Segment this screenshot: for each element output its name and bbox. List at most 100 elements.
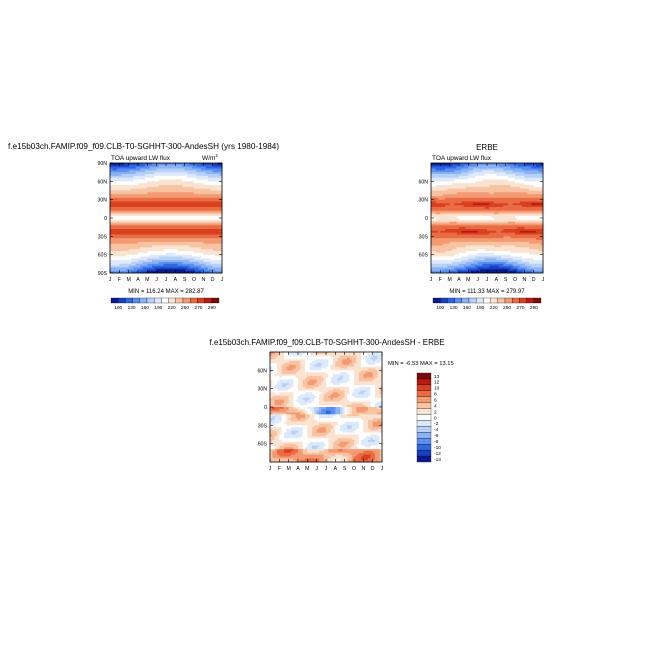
field-cell xyxy=(156,225,160,228)
field-cell xyxy=(203,185,207,188)
field-cell xyxy=(163,247,167,250)
field-cell xyxy=(119,251,123,254)
field-cell xyxy=(201,238,204,241)
field-cell xyxy=(210,188,214,191)
field-cell xyxy=(135,251,139,254)
y-tick-label: 90S xyxy=(98,271,108,277)
field-cell xyxy=(189,172,193,175)
field-cell xyxy=(117,245,120,248)
field-cell xyxy=(205,212,209,215)
field-cell xyxy=(208,240,211,243)
field-cell xyxy=(184,230,188,234)
field-cell xyxy=(177,247,181,250)
field-cell xyxy=(173,219,176,223)
field-cell xyxy=(133,230,137,234)
field-cell xyxy=(114,196,118,199)
field-cell xyxy=(210,207,214,210)
y-tick-label: 30N xyxy=(97,198,107,204)
field-cell xyxy=(147,168,151,171)
field-cell xyxy=(154,214,158,217)
field-cell xyxy=(140,203,144,206)
field-cell xyxy=(110,223,113,226)
field-cell xyxy=(128,243,132,246)
field-cell xyxy=(212,207,216,210)
field-cell xyxy=(187,230,190,234)
field-cell xyxy=(166,241,169,245)
field-cell xyxy=(133,212,137,215)
field-cell xyxy=(138,179,141,182)
field-cell xyxy=(184,258,188,261)
field-cell xyxy=(114,203,118,206)
x-tick-label: F xyxy=(118,277,121,283)
field-cell xyxy=(175,227,179,230)
field-cell xyxy=(124,245,127,248)
field-cell xyxy=(196,252,200,256)
field-cell xyxy=(131,192,134,195)
field-cell xyxy=(182,192,186,195)
field-cell xyxy=(175,218,179,221)
field-cell xyxy=(177,223,181,226)
field-cell xyxy=(166,227,169,230)
field-cell xyxy=(208,190,211,193)
field-cell xyxy=(173,207,176,210)
field-cell xyxy=(156,203,160,206)
field-cell xyxy=(117,164,120,168)
field-cell xyxy=(198,238,202,241)
field-cell xyxy=(196,256,200,259)
field-cell xyxy=(161,164,165,168)
field-cell xyxy=(168,166,172,169)
field-cell xyxy=(161,236,165,239)
field-cell xyxy=(156,260,160,263)
field-cell xyxy=(210,174,214,177)
field-cell xyxy=(210,205,214,208)
field-cell xyxy=(149,225,153,228)
field-cell xyxy=(166,186,169,190)
field-cell xyxy=(173,174,176,177)
field-cell xyxy=(152,236,155,239)
field-cell xyxy=(159,223,162,226)
field-cell xyxy=(119,229,123,232)
field-cell xyxy=(114,181,118,184)
field-cell xyxy=(212,183,216,186)
field-cell xyxy=(219,196,223,199)
field-cell xyxy=(196,254,200,257)
field-cell xyxy=(156,174,160,177)
field-cell xyxy=(140,174,144,177)
field-cell xyxy=(131,199,134,202)
field-cell xyxy=(219,254,223,257)
field-cell xyxy=(215,201,218,204)
field-cell xyxy=(163,256,167,259)
field-cell xyxy=(166,203,169,206)
field-cell xyxy=(163,208,167,212)
field-cell xyxy=(191,249,195,252)
field-cell xyxy=(184,183,188,186)
field-cell xyxy=(159,186,162,190)
field-cell xyxy=(175,199,179,202)
field-cell xyxy=(121,229,125,232)
field-cell xyxy=(152,216,155,219)
field-cell xyxy=(154,197,158,201)
field-cell xyxy=(189,236,193,239)
field-cell xyxy=(159,256,162,259)
field-cell xyxy=(110,183,113,186)
field-cell xyxy=(147,221,151,224)
field-cell xyxy=(140,188,144,191)
field-cell xyxy=(126,164,130,168)
field-cell xyxy=(203,205,207,208)
field-cell xyxy=(147,197,151,201)
field-cell xyxy=(219,174,223,177)
field-cell xyxy=(175,196,179,199)
field-cell xyxy=(166,216,169,219)
field-cell xyxy=(126,256,130,259)
field-cell xyxy=(152,227,155,230)
field-cell xyxy=(119,227,123,230)
field-cell xyxy=(161,240,165,243)
field-cell xyxy=(117,181,120,184)
field-cell xyxy=(152,238,155,241)
field-cell xyxy=(154,208,158,212)
field-cell xyxy=(196,201,200,204)
field-cell xyxy=(208,216,211,219)
field-cell xyxy=(215,212,218,215)
field-cell xyxy=(194,190,197,193)
field-cell xyxy=(126,223,130,226)
